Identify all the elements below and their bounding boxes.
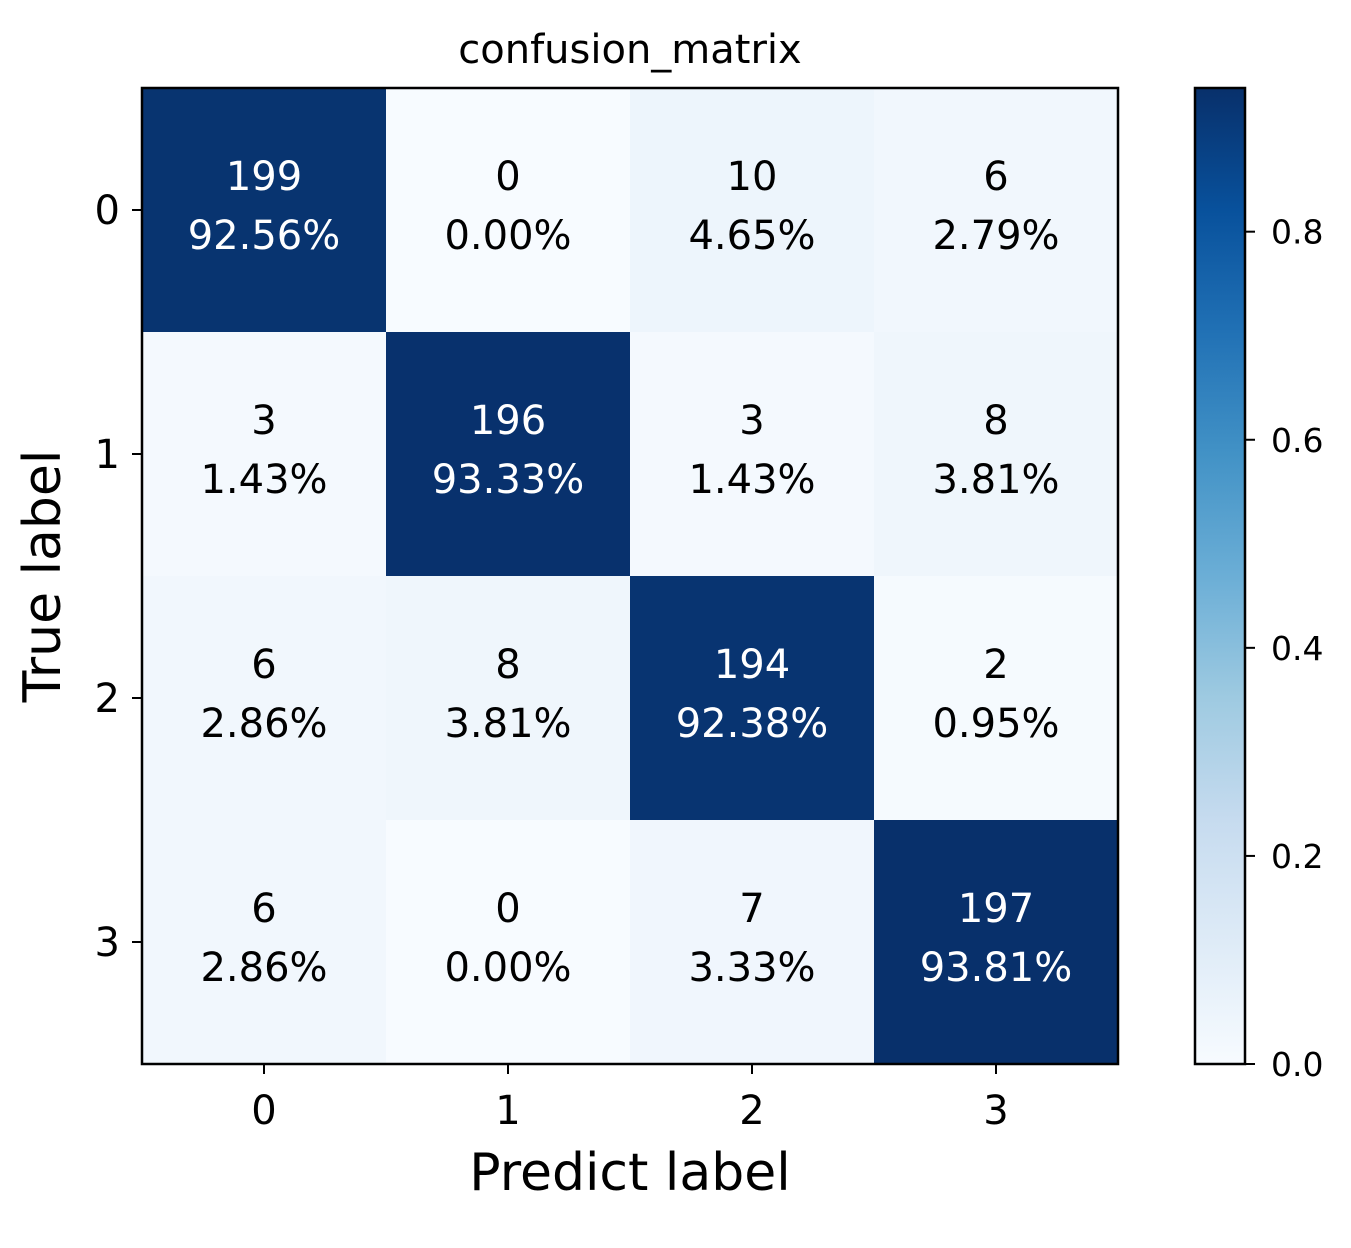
heatmap-cell [874, 332, 1119, 577]
heatmap-cell [630, 820, 875, 1065]
x-tick-label: 1 [495, 1088, 520, 1134]
heatmap-cell [142, 332, 387, 577]
y-tick-label: 0 [95, 188, 120, 234]
cell-percent-label: 3.81% [932, 457, 1059, 503]
cell-count-label: 0 [495, 154, 520, 200]
heatmap-cell [386, 576, 631, 821]
cell-count-label: 196 [470, 398, 546, 444]
cell-percent-label: 2.79% [932, 213, 1059, 259]
colorbar-tick-label: 0.4 [1271, 629, 1323, 668]
colorbar-tick-label: 0.2 [1271, 837, 1323, 876]
cell-percent-label: 4.65% [688, 213, 815, 259]
cell-count-label: 8 [495, 642, 520, 688]
cell-count-label: 2 [983, 642, 1008, 688]
heatmap-cell [630, 332, 875, 577]
y-tick-label: 3 [95, 920, 120, 966]
cell-percent-label: 93.33% [432, 457, 585, 503]
colorbar-tick-label: 0.6 [1271, 421, 1323, 460]
cell-count-label: 10 [727, 154, 778, 200]
cell-percent-label: 2.86% [200, 701, 327, 747]
heatmap-cell [874, 576, 1119, 821]
x-tick-label: 3 [983, 1088, 1008, 1134]
cell-percent-label: 1.43% [688, 457, 815, 503]
cell-count-label: 0 [495, 886, 520, 932]
cell-percent-label: 92.38% [676, 701, 829, 747]
heatmap-cell [386, 332, 631, 577]
cell-percent-label: 3.81% [444, 701, 571, 747]
heatmap-cell [874, 820, 1119, 1065]
cell-count-label: 8 [983, 398, 1008, 444]
cell-percent-label: 3.33% [688, 945, 815, 991]
y-tick-label: 1 [95, 432, 120, 478]
cell-percent-label: 93.81% [920, 945, 1073, 991]
cell-count-label: 7 [739, 886, 764, 932]
y-axis-ticks: 0 1 2 3 [95, 188, 142, 966]
colorbar [1193, 86, 1247, 1066]
chart-title: confusion_matrix [458, 27, 801, 73]
cell-percent-label: 0.00% [444, 213, 571, 259]
x-axis-label: Predict label [469, 1143, 790, 1203]
cell-labels: 199 92.56% 0 0.00% 10 4.65% 6 2.79% 3 1.43% 196 93.… [188, 154, 1073, 991]
cell-percent-label: 92.56% [188, 213, 341, 259]
plot-frame [140, 86, 1120, 1066]
x-tick-label: 0 [251, 1088, 276, 1134]
colorbar-ticks: 0.0 0.2 0.4 0.6 0.8 [1245, 213, 1323, 1084]
cell-count-label: 6 [251, 886, 276, 932]
heatmap-cell [142, 88, 387, 333]
cell-percent-label: 1.43% [200, 457, 327, 503]
y-tick-label: 2 [95, 676, 120, 722]
y-axis-label: True label [13, 450, 73, 704]
cell-count-label: 194 [714, 642, 790, 688]
cell-percent-label: 0.00% [444, 945, 571, 991]
cell-count-label: 3 [739, 398, 764, 444]
colorbar-tick-label: 0.0 [1271, 1045, 1323, 1084]
cell-count-label: 6 [251, 642, 276, 688]
colorbar-tick-label: 0.8 [1271, 213, 1323, 252]
heatmap-cells [142, 88, 1119, 1065]
heatmap-cell [386, 88, 631, 333]
heatmap-cell [386, 820, 631, 1065]
x-axis-ticks: 0 1 2 3 [251, 1064, 1009, 1134]
heatmap-cell [630, 88, 875, 333]
x-tick-label: 2 [739, 1088, 764, 1134]
heatmap-cell [142, 576, 387, 821]
cell-count-label: 199 [226, 154, 302, 200]
heatmap-cell [874, 88, 1119, 333]
cell-count-label: 3 [251, 398, 276, 444]
cell-percent-label: 2.86% [200, 945, 327, 991]
heatmap-cell [630, 576, 875, 821]
cell-percent-label: 0.95% [932, 701, 1059, 747]
heatmap-cell [142, 820, 387, 1065]
cell-count-label: 197 [958, 886, 1034, 932]
cell-count-label: 6 [983, 154, 1008, 200]
